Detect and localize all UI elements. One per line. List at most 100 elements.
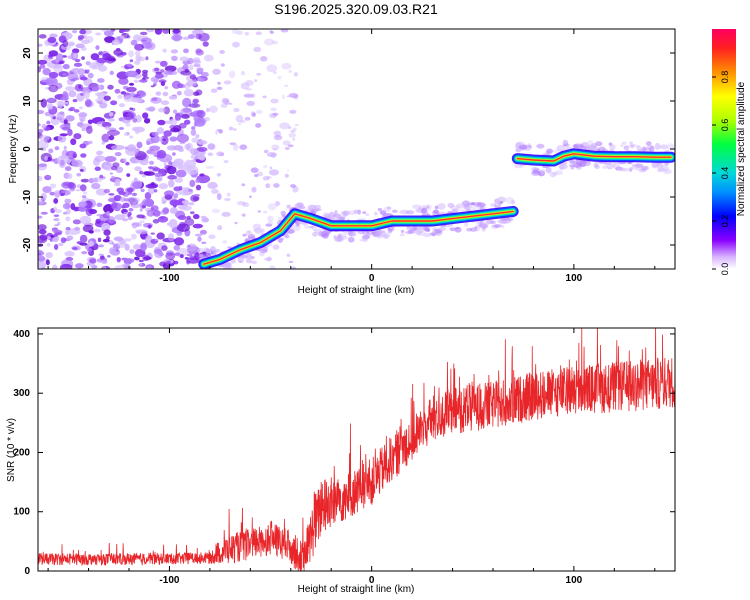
spectrogram-ridge — [198, 148, 675, 269]
noise-blob — [75, 263, 84, 269]
colorbar-tick-label: 0.2 — [720, 215, 730, 228]
noise-blob — [183, 119, 191, 125]
noise-blob — [306, 208, 312, 213]
noise-blob — [195, 89, 203, 96]
noise-blob — [89, 230, 94, 234]
snr-x-tick-label: -100 — [159, 575, 179, 586]
noise-blob — [223, 160, 229, 163]
noise-blob — [269, 169, 280, 176]
noise-blob — [172, 152, 176, 156]
noise-blob — [236, 242, 240, 245]
noise-blob — [82, 191, 88, 195]
noise-blob — [656, 163, 664, 169]
noise-blob — [246, 88, 252, 91]
spectrogram-y-tick-label: 20 — [22, 47, 33, 59]
noise-blob — [216, 151, 225, 157]
noise-blob — [157, 107, 167, 113]
noise-blob — [102, 53, 112, 61]
noise-blob — [196, 146, 208, 152]
snr-y-ticks: 0 100 200 300 400 — [13, 329, 675, 577]
noise-blob — [173, 244, 181, 251]
noise-blob — [125, 70, 138, 78]
noise-blob — [81, 251, 88, 255]
noise-blob — [176, 223, 190, 232]
noise-blob — [629, 141, 633, 145]
noise-blob — [75, 189, 81, 192]
noise-blob — [217, 271, 223, 275]
noise-blob — [179, 56, 189, 62]
noise-blob — [101, 133, 110, 143]
noise-blob — [152, 166, 159, 171]
noise-blob — [288, 260, 294, 263]
noise-blob — [123, 132, 131, 137]
noise-blob — [528, 145, 532, 149]
noise-blob — [126, 187, 134, 193]
noise-blob — [70, 138, 77, 146]
noise-blob — [160, 69, 165, 73]
noise-blob — [44, 155, 48, 161]
noise-blob — [168, 95, 178, 100]
noise-blob — [429, 232, 436, 236]
noise-blob — [245, 230, 253, 236]
noise-blob — [192, 195, 200, 202]
noise-blob — [205, 248, 211, 252]
noise-blob — [642, 165, 649, 170]
noise-blob — [153, 78, 158, 84]
noise-blob — [49, 191, 56, 196]
noise-blob — [193, 193, 201, 197]
noise-blob — [241, 70, 245, 76]
noise-blob — [149, 145, 161, 151]
noise-blob — [141, 204, 147, 209]
noise-blob — [154, 238, 160, 242]
noise-blob — [99, 102, 108, 109]
noise-blob — [286, 253, 291, 258]
noise-blob — [140, 37, 152, 44]
noise-blob — [433, 209, 439, 214]
noise-blob — [242, 202, 250, 208]
noise-blob — [107, 198, 117, 203]
noise-blob — [85, 35, 94, 43]
noise-blob — [205, 165, 214, 169]
noise-blob — [116, 47, 121, 52]
noise-blob — [434, 205, 439, 210]
noise-blob — [635, 144, 641, 149]
noise-blob — [139, 208, 143, 212]
noise-blob — [199, 77, 205, 82]
noise-blob — [115, 166, 124, 174]
noise-blob — [207, 152, 214, 157]
noise-blob — [150, 181, 155, 186]
noise-blob — [197, 236, 202, 242]
noise-blob — [470, 202, 475, 206]
noise-blob — [133, 79, 140, 83]
noise-blob — [657, 167, 666, 172]
noise-blob — [286, 169, 290, 172]
noise-blob — [248, 195, 253, 198]
noise-blob — [104, 155, 117, 163]
noise-blob — [192, 29, 204, 36]
noise-blob — [48, 71, 59, 79]
snr-series-line — [38, 328, 675, 571]
noise-blob — [617, 167, 626, 172]
noise-blob — [77, 35, 85, 40]
noise-blob — [53, 243, 59, 250]
noise-blob — [159, 136, 164, 143]
noise-blob — [267, 215, 274, 222]
noise-blob — [184, 68, 190, 73]
noise-blob — [312, 231, 318, 237]
noise-blob — [174, 113, 182, 121]
noise-blob — [231, 29, 239, 35]
noise-blob — [235, 114, 244, 123]
noise-blob — [226, 192, 231, 197]
noise-blob — [62, 40, 69, 48]
noise-blob — [340, 210, 348, 217]
noise-blob — [431, 228, 440, 236]
noise-blob — [210, 88, 218, 93]
noise-blob — [47, 97, 55, 103]
noise-blob — [365, 235, 371, 238]
noise-blob — [135, 229, 148, 235]
noise-blob — [57, 242, 64, 247]
noise-blob — [54, 224, 59, 227]
noise-blob — [160, 81, 166, 87]
noise-blob — [107, 84, 114, 90]
noise-blob — [499, 201, 504, 204]
